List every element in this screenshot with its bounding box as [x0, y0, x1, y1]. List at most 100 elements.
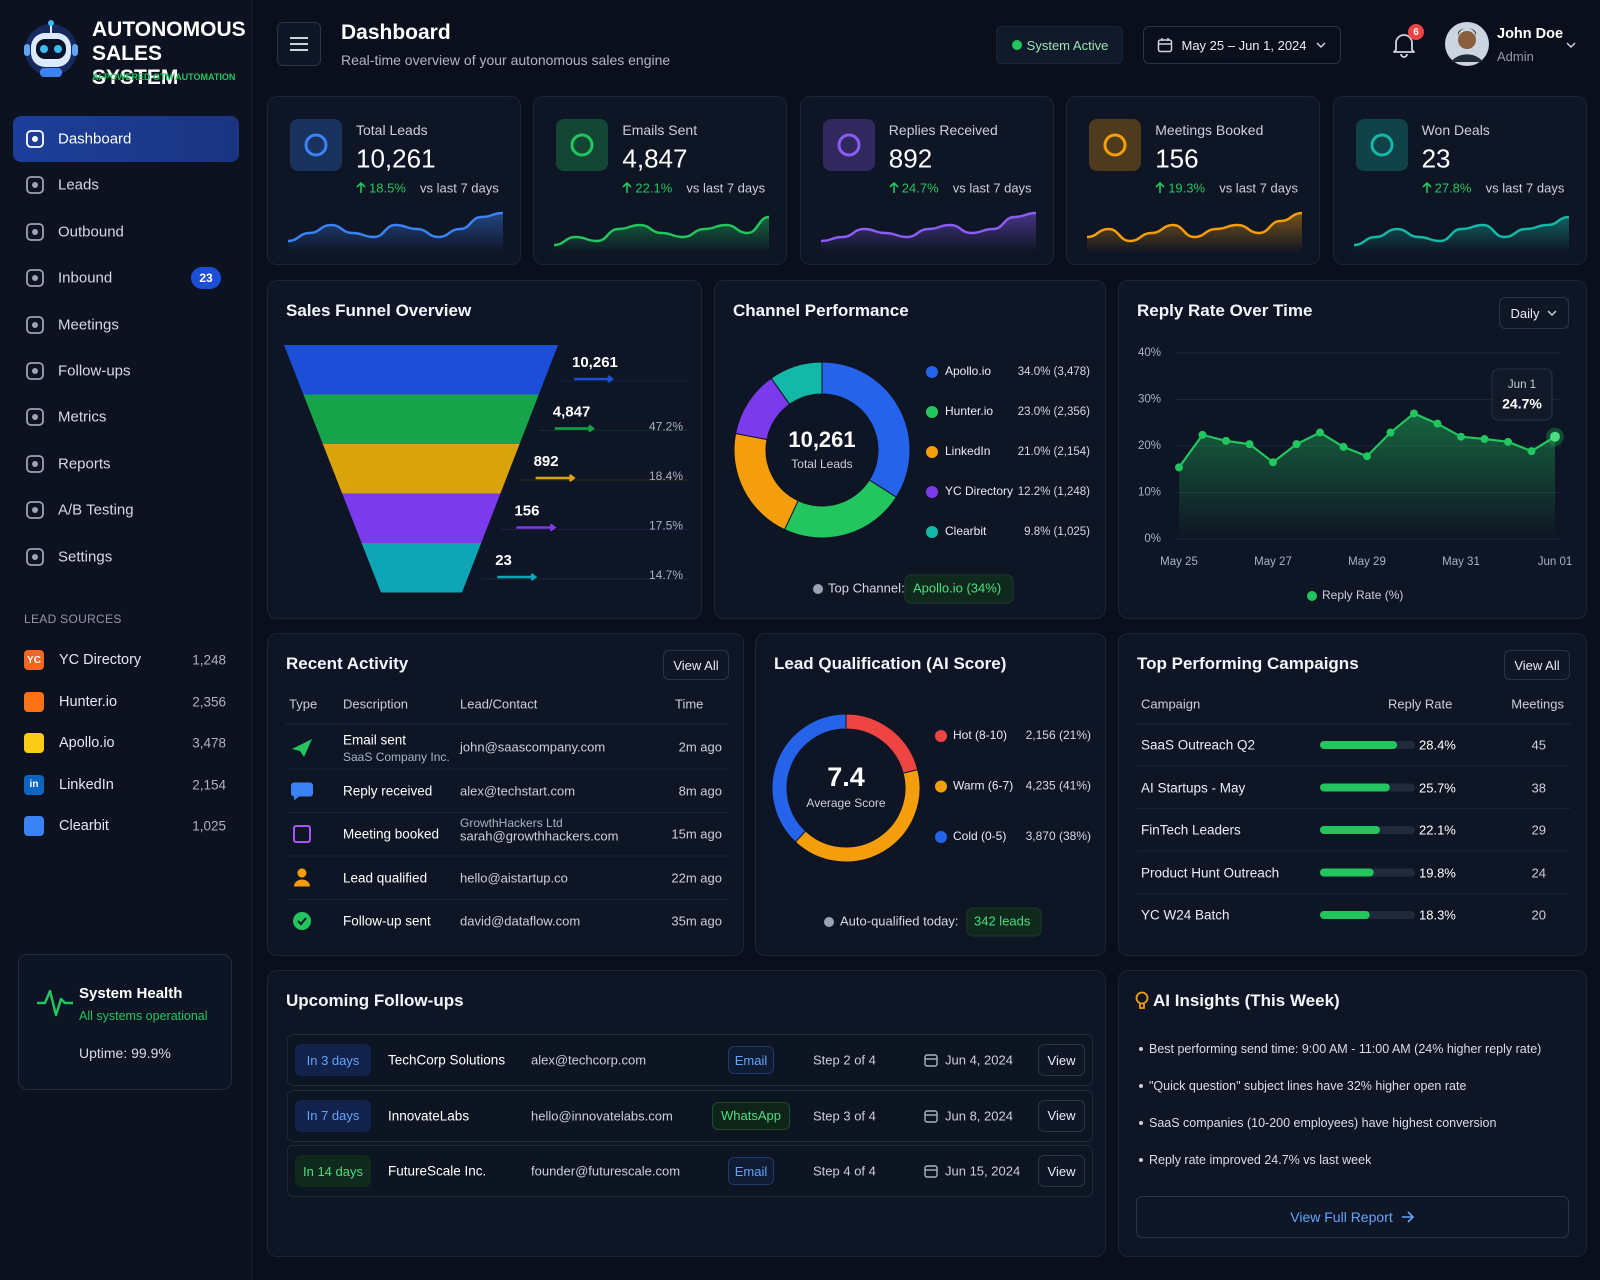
- nav-icon: [26, 454, 44, 473]
- source-name: YC Directory: [59, 652, 142, 668]
- nav-icon: [26, 547, 44, 566]
- channel-panel: Channel Performance 10,261 Total Leads Apol…: [714, 280, 1106, 619]
- company: FutureScale Inc.: [388, 1163, 487, 1179]
- source-count: 2,154: [192, 777, 226, 792]
- panel-title: Top Performing Campaigns: [1137, 654, 1359, 673]
- nav-item[interactable]: Metrics: [13, 394, 239, 440]
- kpi-card: Replies Received 892 24.7% vs last 7 days: [799, 96, 1054, 265]
- nav-label: Outbound: [58, 223, 124, 241]
- kpi-icon-bg: [556, 119, 609, 171]
- icon-shape: [26, 454, 44, 473]
- nav-icon: [26, 315, 44, 334]
- legend-value: 21.0% (2,154): [1018, 446, 1090, 458]
- icon-shape: [26, 176, 44, 195]
- legend-value: 4,235 (41%): [1026, 779, 1091, 793]
- dropdown-text: Daily: [1510, 305, 1540, 321]
- kpi-card: Emails Sent 4,847 22.1% vs last 7 days: [533, 96, 788, 265]
- bell-icon[interactable]: [1392, 32, 1416, 58]
- conversion-rate: 47.2%: [649, 420, 683, 434]
- trend-line: [1353, 215, 1569, 247]
- activity-time: 2m ago: [678, 739, 722, 755]
- arrow-icon: [1401, 1211, 1414, 1223]
- step: Step 2 of 4: [813, 1052, 876, 1068]
- logo-text: YC: [27, 654, 41, 666]
- view-all-button[interactable]: View All: [663, 650, 729, 680]
- nav-item[interactable]: Settings: [13, 534, 239, 580]
- date-picker[interactable]: May 25 – Jun 1, 2024: [1143, 26, 1341, 64]
- y-tick-label: 30%: [1138, 394, 1161, 406]
- activity-time: 8m ago: [678, 783, 722, 798]
- value-underline: [516, 523, 557, 532]
- point: [1198, 430, 1207, 439]
- legend-label: LinkedIn: [945, 444, 990, 458]
- chart: [286, 723, 728, 930]
- nav-item[interactable]: Inbound 23: [13, 255, 239, 301]
- avatar[interactable]: [1445, 22, 1489, 66]
- activity-contact: david@dataflow.com: [460, 913, 581, 929]
- nav-item[interactable]: Dashboard: [13, 116, 239, 162]
- view-button[interactable]: View: [1038, 1155, 1085, 1187]
- panel-title: Upcoming Follow-ups: [286, 991, 464, 1010]
- chart: 10,261 4,847 892 156 23 47.2% 18.4% 17.5% 14.7%: [284, 345, 688, 593]
- x-tick-label: May 31: [1442, 556, 1480, 568]
- kpi-value: 156: [1155, 143, 1199, 174]
- reply-rate-label: 22.1%: [1419, 822, 1456, 838]
- nav-item[interactable]: Reports: [13, 441, 239, 487]
- column-header: Description: [343, 696, 409, 712]
- bar: [1320, 911, 1370, 919]
- nav-item[interactable]: Meetings: [13, 302, 239, 348]
- menu-button[interactable]: [277, 22, 321, 66]
- channel-pill: Email: [728, 1157, 774, 1185]
- date: Jun 8, 2024: [945, 1108, 1013, 1123]
- y-tick-label: 20%: [1138, 440, 1161, 452]
- view-button[interactable]: View: [1038, 1044, 1085, 1076]
- nav-item[interactable]: Leads: [13, 162, 239, 208]
- view-all-button[interactable]: View All: [1504, 650, 1570, 680]
- chevron[interactable]: [1565, 40, 1577, 50]
- point: [1410, 409, 1418, 418]
- kpi-icon: [304, 133, 328, 157]
- full-report-button[interactable]: View Full Report: [1136, 1196, 1569, 1238]
- donut-segment: [771, 713, 847, 843]
- legend-label: Hot (8-10): [953, 728, 1007, 742]
- activity-company: GrowthHackers Ltd: [460, 816, 563, 830]
- chat-icon: [291, 782, 313, 801]
- center-label: Total Leads: [791, 457, 852, 471]
- point: [1316, 428, 1324, 437]
- bullet-dot: [1139, 1084, 1143, 1088]
- campaign-name: SaaS Outreach Q2: [1141, 737, 1256, 753]
- kpi-label: Won Deals: [1421, 122, 1490, 138]
- conversion-rate: 18.4%: [649, 469, 683, 483]
- nav-label: Settings: [58, 548, 113, 566]
- source-logo: YC: [24, 650, 44, 670]
- brand-title: AUTONOMOUS SALES SYSTEM: [92, 18, 246, 89]
- activity-description: Lead qualified: [343, 870, 428, 885]
- reply-rate-label: 18.3%: [1419, 907, 1456, 923]
- source-name: Apollo.io: [59, 735, 115, 751]
- legend-dot: [926, 366, 938, 378]
- reply-rate-label: 28.4%: [1419, 737, 1456, 753]
- point: [1457, 432, 1465, 441]
- funnel-value: 892: [534, 453, 559, 470]
- email: hello@innovatelabs.com: [531, 1108, 673, 1123]
- source-name: Clearbit: [59, 818, 109, 834]
- nav-item[interactable]: Follow-ups: [13, 348, 239, 394]
- change-arrow: [1155, 181, 1165, 193]
- insight: "Quick question" subject lines have 32% …: [1149, 1079, 1467, 1093]
- funnel-value: 156: [514, 502, 539, 519]
- qualification-panel: Lead Qualification (AI Score) 7.4 Average …: [755, 633, 1106, 956]
- kpi-compare: vs last 7 days: [1485, 180, 1565, 196]
- donut-segment: [770, 361, 823, 405]
- kpi-value: 4,847: [622, 143, 688, 174]
- bullet: [1139, 1047, 1143, 1051]
- interval-dropdown[interactable]: Daily: [1499, 297, 1569, 329]
- status-text: System Active: [1026, 37, 1109, 53]
- nav-item[interactable]: Outbound: [13, 209, 239, 255]
- bullet: [1139, 1158, 1143, 1162]
- source-name: LinkedIn: [59, 776, 114, 793]
- activity-contact: john@saascompany.com: [460, 739, 606, 755]
- nav-icon: [26, 130, 44, 148]
- view-button[interactable]: View: [1038, 1099, 1085, 1132]
- nav-item[interactable]: A/B Testing: [13, 487, 239, 533]
